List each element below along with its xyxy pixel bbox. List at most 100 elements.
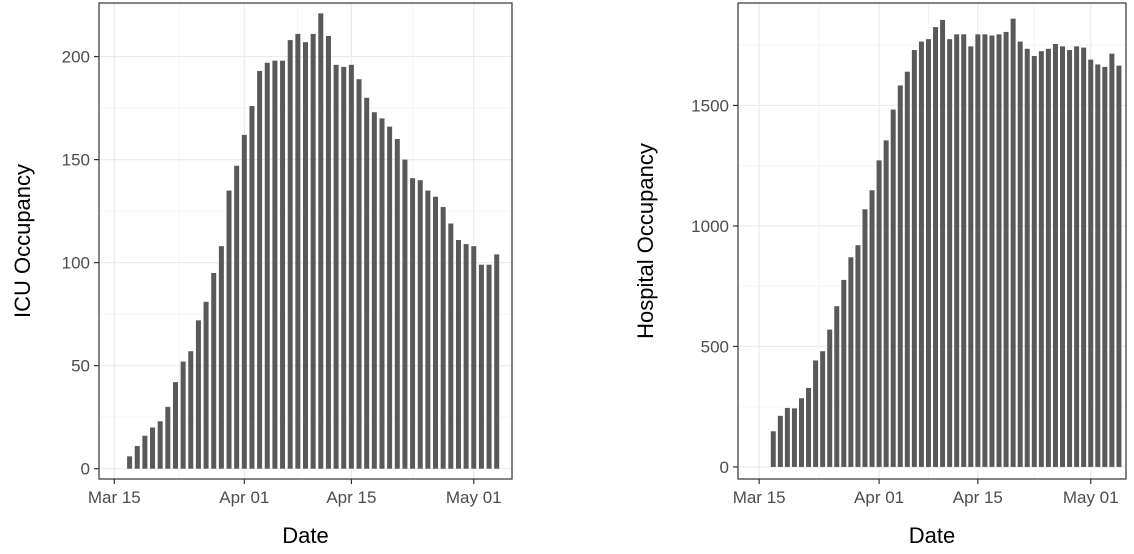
x-axis-title: Date: [909, 523, 955, 548]
bar: [494, 254, 500, 469]
bar: [770, 431, 776, 467]
bar: [1003, 31, 1009, 467]
bar: [1045, 48, 1051, 467]
bar: [364, 97, 370, 469]
y-tick-label: 500: [701, 337, 729, 356]
x-tick-label: Apr 01: [854, 488, 904, 507]
bar: [806, 387, 812, 467]
bar: [295, 33, 301, 469]
x-axis-title: Date: [282, 523, 328, 548]
bar: [820, 351, 826, 467]
bar: [333, 64, 339, 469]
bar: [961, 34, 967, 467]
y-tick-label: 200: [62, 48, 90, 67]
bar: [478, 264, 484, 469]
bar: [834, 306, 840, 467]
y-axis-title: ICU Occupancy: [10, 164, 35, 318]
bar: [264, 62, 270, 469]
bar-series: [127, 13, 500, 469]
bar: [940, 19, 946, 467]
bar: [440, 207, 446, 469]
bar: [379, 118, 385, 469]
y-tick-label: 100: [62, 254, 90, 273]
y-tick-label: 1000: [691, 217, 729, 236]
bar: [947, 39, 953, 467]
bar: [1109, 53, 1115, 467]
x-tick-label: Mar 15: [88, 488, 141, 507]
bar: [1095, 64, 1101, 467]
bar: [841, 279, 847, 467]
y-tick-label: 0: [720, 458, 729, 477]
bar: [876, 160, 882, 467]
bar: [1102, 66, 1108, 467]
bar: [455, 239, 461, 469]
bar: [1031, 56, 1037, 467]
bar: [798, 398, 804, 467]
bar: [904, 71, 910, 467]
bar: [310, 33, 316, 469]
bar: [954, 34, 960, 467]
bar: [975, 34, 981, 467]
bar: [463, 244, 469, 469]
bar: [883, 140, 889, 467]
bar: [394, 139, 400, 469]
x-tick-label: Apr 15: [326, 488, 376, 507]
bar: [1024, 48, 1030, 467]
bar: [1088, 59, 1094, 467]
bar: [150, 427, 156, 469]
bar: [280, 60, 286, 469]
bar: [777, 415, 783, 467]
bar: [157, 421, 163, 469]
bar: [142, 435, 148, 469]
hospital-occupancy-chart: 0 500 1000 1500 Mar 15 Apr 01 Apr 15 May 01 Date…: [633, 2, 1127, 548]
bar: [486, 264, 492, 469]
bar: [226, 190, 232, 469]
bar: [425, 190, 431, 469]
bar: [241, 134, 247, 469]
bar: [325, 35, 331, 469]
bar: [813, 360, 819, 467]
bar: [180, 361, 186, 469]
bar: [211, 272, 217, 469]
bar: [791, 408, 797, 467]
bar: [1052, 43, 1058, 467]
bar: [897, 85, 903, 467]
bar: [448, 223, 454, 469]
bar: [272, 60, 278, 469]
x-tick-label: May 01: [1063, 488, 1119, 507]
panel-border: [737, 2, 1127, 480]
y-tick-label: 1500: [691, 96, 729, 115]
bar: [925, 39, 931, 467]
bar: [287, 40, 293, 469]
bar: [784, 407, 790, 467]
bar: [989, 35, 995, 467]
bar: [341, 66, 347, 469]
bar: [172, 382, 178, 469]
bar: [303, 42, 308, 469]
bar: [371, 112, 377, 469]
bar: [1067, 49, 1073, 467]
bar: [1116, 65, 1122, 467]
y-axis-title: Hospital Occupancy: [633, 143, 658, 339]
bar: [848, 257, 854, 467]
bar: [127, 456, 133, 469]
bar: [188, 351, 194, 469]
bar: [855, 245, 861, 467]
y-tick-label: 0: [81, 460, 90, 479]
bar: [387, 126, 393, 469]
bar: [827, 329, 833, 467]
panel-border: [98, 2, 513, 480]
icu-occupancy-chart: 0 50 100 150 200 Mar 15 Apr 01 Apr 15 May 01 Date…: [10, 2, 513, 548]
y-tick-label: 150: [62, 151, 90, 170]
bar: [1038, 51, 1044, 467]
bar: [318, 13, 324, 469]
bar: [911, 49, 917, 467]
bar: [134, 446, 140, 469]
bar: [1010, 18, 1016, 467]
bar: [356, 79, 362, 469]
bar: [195, 320, 201, 469]
bar: [257, 71, 263, 469]
bar: [1074, 46, 1080, 467]
bar: [203, 301, 209, 469]
